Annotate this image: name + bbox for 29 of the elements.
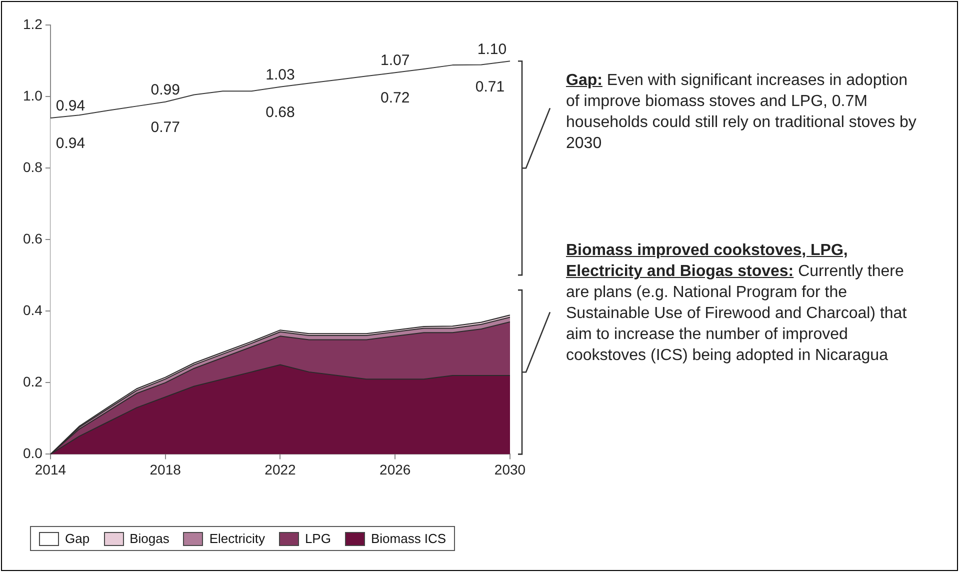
legend-label: Biomass ICS [370, 531, 446, 546]
x-tick-label: 2022 [264, 461, 296, 478]
total-label: 1.07 [380, 52, 410, 70]
y-tick-label: 0.4 [22, 302, 43, 318]
x-tick-label: 2014 [34, 461, 66, 478]
y-tick-label: 1.2 [22, 16, 43, 32]
x-tick-label: 2030 [494, 461, 526, 478]
data-label: 0.94 [56, 98, 86, 115]
legend-label: Biogas [130, 531, 170, 546]
data-label: 0.77 [150, 119, 180, 136]
legend-label: Gap [65, 531, 90, 546]
total-label: 0.94 [56, 135, 86, 152]
text: Gap: Even with significant increases in adoption of improve biomass stoves and LPG, 0.7M households could still rely on traditional stoves by 2030 [566, 71, 918, 154]
total-label: 0.99 [150, 82, 180, 99]
total-label: 1.03 [266, 66, 295, 84]
x-tick-label: 2018 [150, 461, 182, 478]
data-label: 0.68 [266, 104, 295, 122]
y-tick-label: 0.2 [22, 374, 43, 390]
y-tick-label: 0.8 [22, 158, 43, 175]
total-label: 1.10 [477, 40, 507, 58]
y-tick-label: 0.6 [22, 230, 43, 246]
x-tick-label: 2026 [380, 461, 411, 478]
y-tick-label: 1.0 [22, 87, 43, 104]
y-tick-label: 0.0 [22, 445, 43, 462]
data-label: 0.71 [475, 78, 505, 96]
legend-label: LPG [304, 531, 331, 546]
legend-label: Electricity [209, 531, 265, 546]
text: Biomass improved cookstoves, LPG, Electricity and Biogas stoves: Currently there are plans (e.g. National Program for the Sustainable Use of Firewood and Charcoal) that aim to increase the number of improved cookstoves (ICS) being adopted in Nicaragua [566, 241, 908, 366]
data-label: 0.72 [380, 90, 410, 107]
